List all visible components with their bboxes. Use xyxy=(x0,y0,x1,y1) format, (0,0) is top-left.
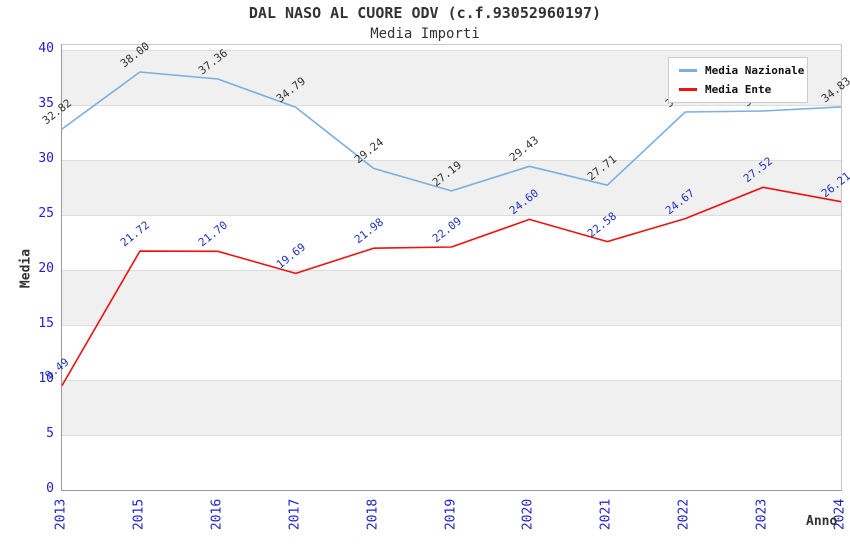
legend-item-media-nazionale[interactable]: Media Nazionale xyxy=(669,64,807,77)
x-axis-title: Anno xyxy=(806,514,838,529)
y-tick-label: 20 xyxy=(38,261,54,276)
legend: Media Nazionale Media Ente xyxy=(668,57,808,103)
y-tick-label: 5 xyxy=(46,426,54,441)
plot-band xyxy=(62,270,841,325)
x-tick-label: 2021 xyxy=(598,498,614,531)
gridline xyxy=(62,215,841,216)
x-tick-label: 2016 xyxy=(209,498,225,531)
y-tick-label: 35 xyxy=(38,96,54,111)
legend-swatch-media-ente-icon xyxy=(679,87,697,91)
legend-label-media-nazionale: Media Nazionale xyxy=(705,64,805,78)
chart-title: DAL NASO AL CUORE ODV (c.f.93052960197) xyxy=(248,4,602,22)
x-tick-label: 2017 xyxy=(287,498,303,531)
x-tick-label: 2023 xyxy=(754,498,770,531)
plot-band xyxy=(62,160,841,215)
legend-item-media-ente[interactable]: Media Ente xyxy=(669,83,807,96)
series-line-media-nazionale xyxy=(61,71,842,192)
y-axis-title: Media xyxy=(18,248,34,289)
x-tick-label: 2020 xyxy=(520,498,536,531)
y-tick-label: 15 xyxy=(38,316,54,331)
x-tick-label: 2022 xyxy=(676,498,692,531)
x-tick-label: 2018 xyxy=(365,498,381,531)
gridline xyxy=(62,435,841,436)
gridline xyxy=(62,325,841,326)
plot-area xyxy=(61,44,842,491)
chart-subtitle: Media Importi xyxy=(370,26,480,42)
x-tick-label: 2019 xyxy=(443,498,458,531)
legend-label-media-ente: Media Ente xyxy=(705,82,772,96)
x-tick-label: 2015 xyxy=(131,498,147,531)
plot-band xyxy=(62,380,841,435)
gridline xyxy=(62,105,841,106)
gridline xyxy=(62,380,841,381)
x-tick-label: 2013 xyxy=(53,498,69,531)
y-tick-label: 30 xyxy=(38,151,54,166)
gridline xyxy=(62,160,841,161)
y-tick-label: 0 xyxy=(46,481,54,496)
y-tick-label: 25 xyxy=(38,206,54,221)
gridline xyxy=(62,270,841,271)
legend-swatch-media-nazionale-icon xyxy=(679,69,697,73)
series-line-media-ente xyxy=(61,186,842,387)
y-tick-label: 10 xyxy=(38,371,54,386)
y-tick-label: 40 xyxy=(38,41,54,56)
series-lines xyxy=(61,71,842,387)
gridline xyxy=(62,50,841,51)
